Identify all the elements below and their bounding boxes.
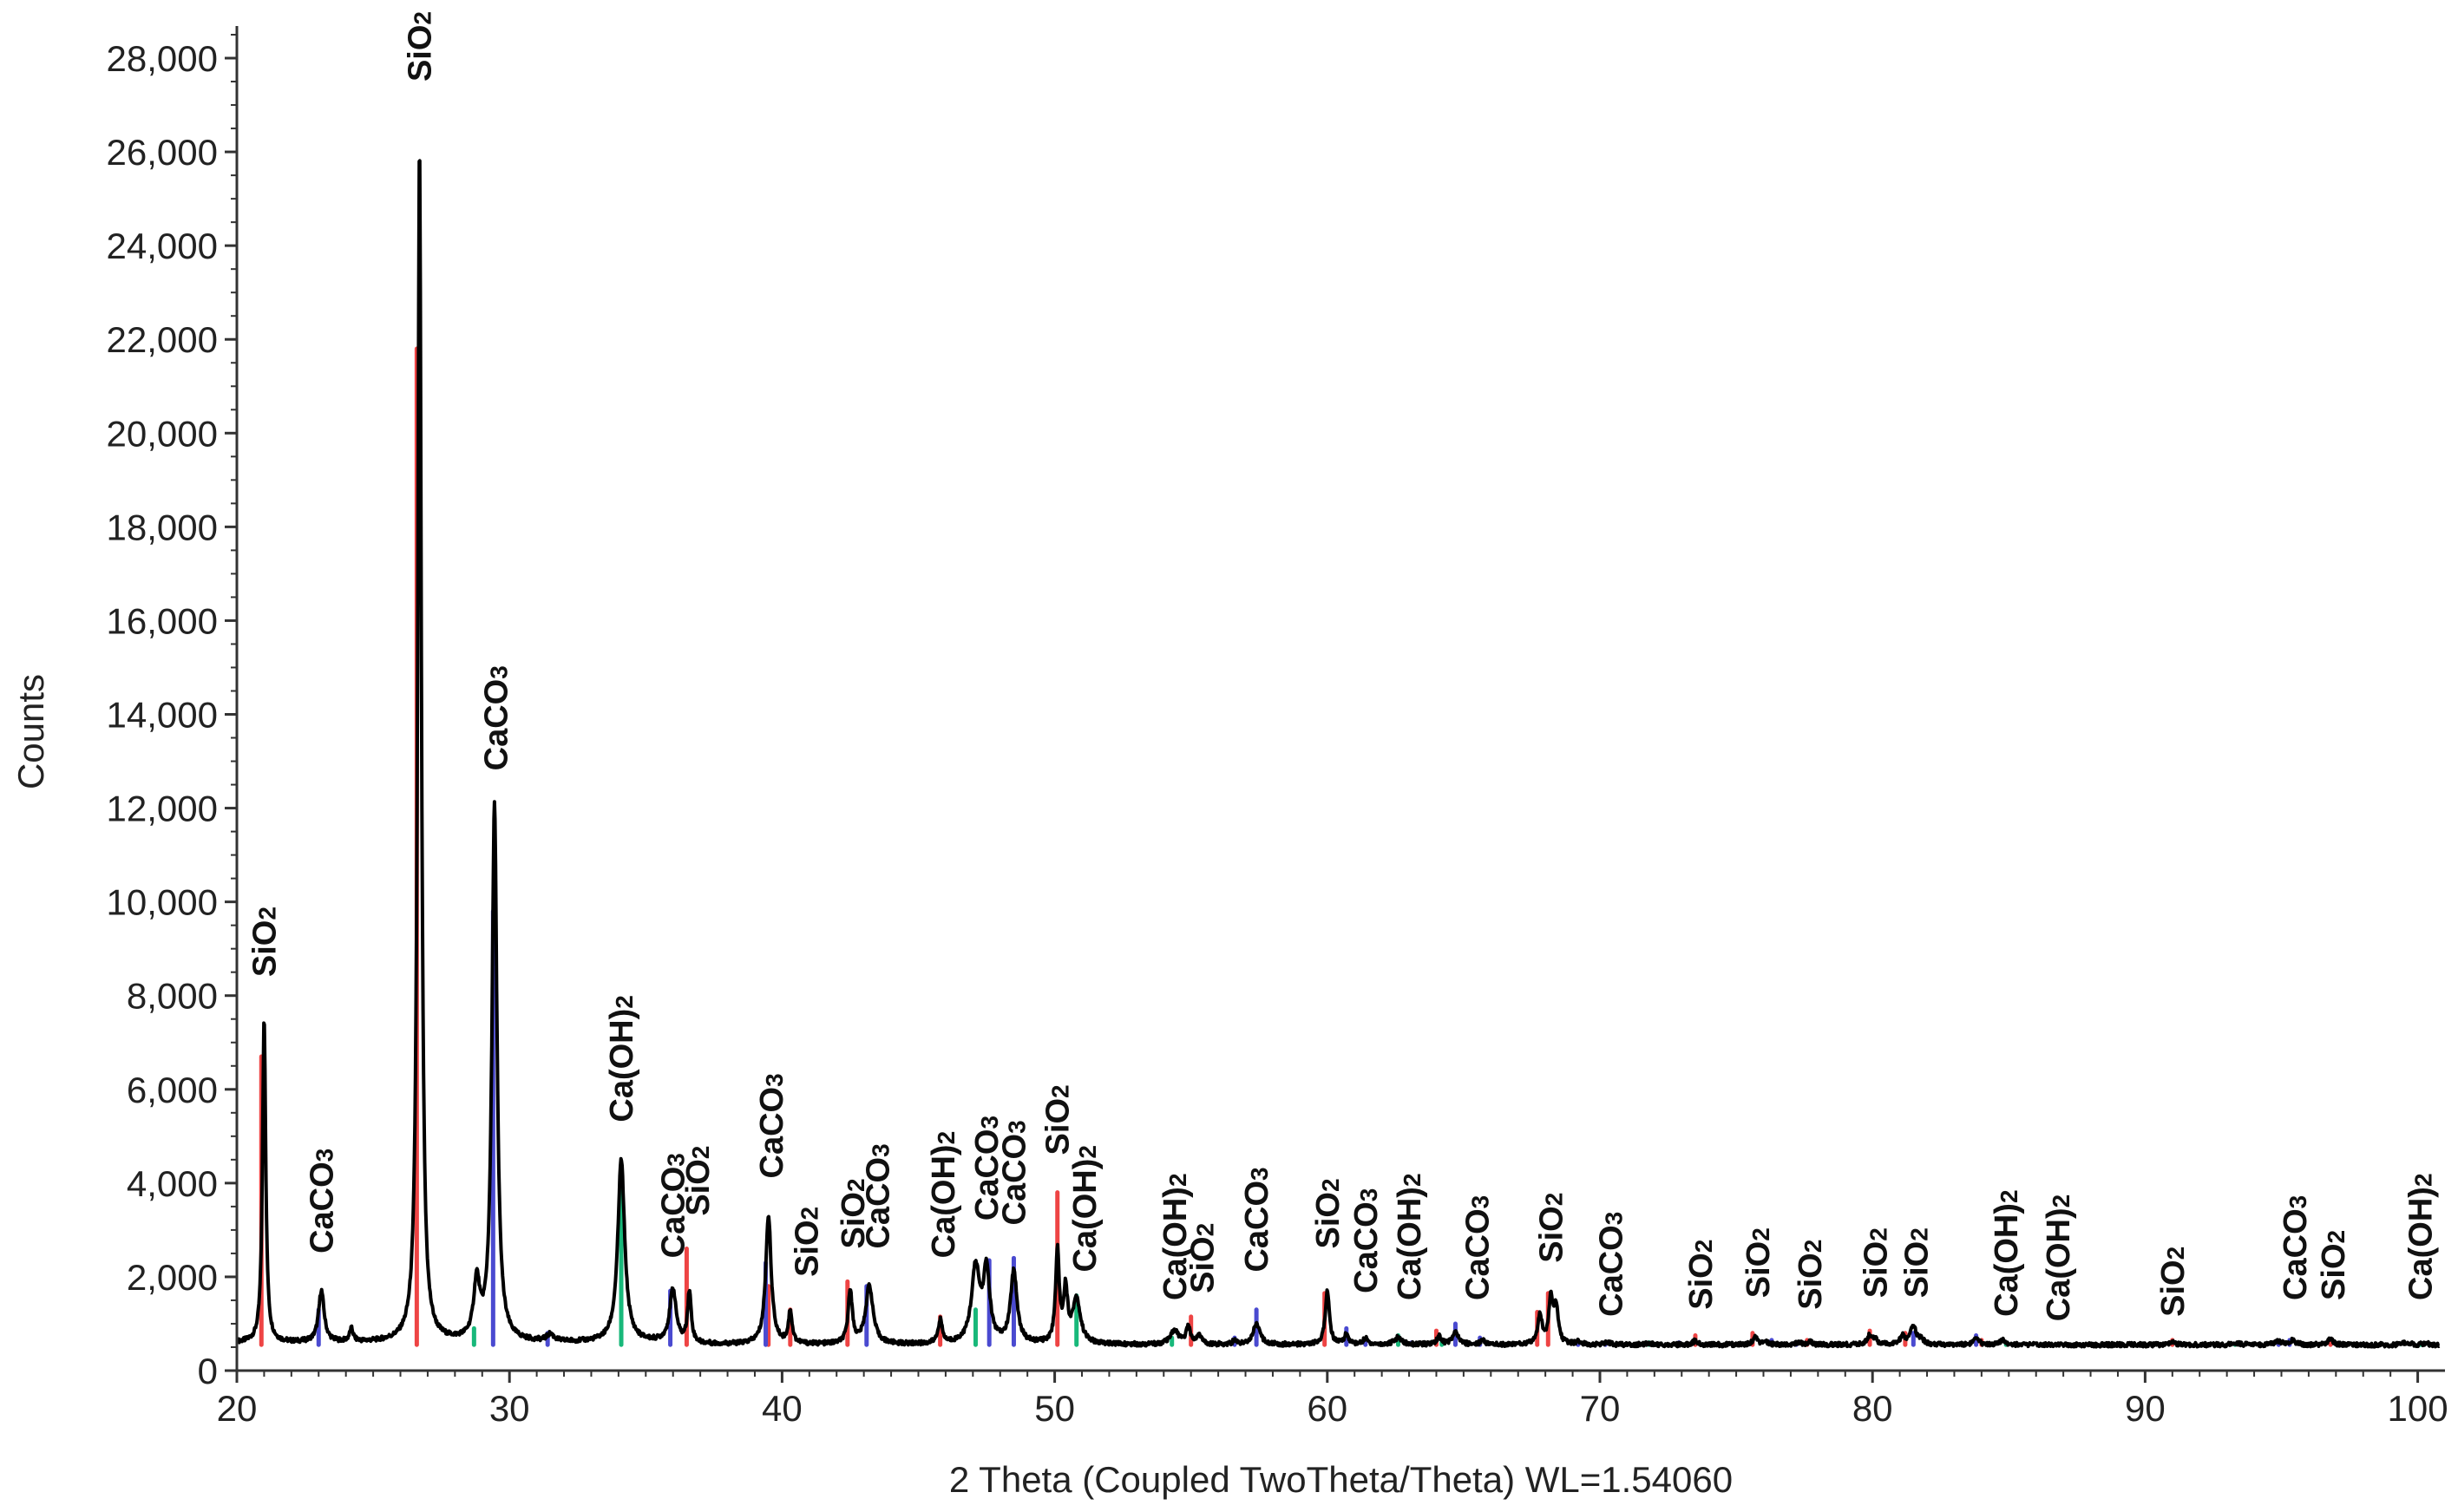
peak-label: SiO2 [2155,1247,2192,1317]
x-tick-label: 50 [1034,1388,1075,1429]
peak-label: SiO2 [1683,1240,1720,1310]
peak-label: Ca(OH)2 [604,995,640,1122]
peak-label: Ca(OH)2 [2403,1173,2440,1299]
y-tick-label: 10,000 [107,882,218,923]
peak-label: Ca(OH)2 [1067,1145,1104,1272]
peak-label: SiO2 [1898,1227,1935,1298]
peak-label: Ca(OH)2 [926,1131,962,1258]
peak-label: CaCO3 [2278,1195,2314,1300]
x-tick-label: 20 [217,1388,258,1429]
y-tick-label: 2,000 [127,1257,218,1298]
x-axis-title: 2 Theta (Coupled TwoTheta/Theta) WL=1.54… [949,1459,1733,1500]
peak-label: CaCO3 [1239,1167,1275,1272]
peak-label: CaCO3 [1460,1195,1497,1300]
peak-label: CaCO3 [478,665,515,770]
x-tick-label: 60 [1307,1388,1347,1429]
peak-label: SiO2 [836,1178,872,1248]
peak-label: CaCO3 [1594,1212,1630,1317]
y-tick-label: 6,000 [127,1070,218,1110]
peak-label: SiO2 [2316,1230,2352,1300]
x-tick-label: 40 [762,1388,803,1429]
peak-label: CaCO3 [860,1143,896,1248]
y-tick-label: 20,000 [107,413,218,454]
y-tick-label: 18,000 [107,507,218,547]
peak-label: CaCO3 [754,1073,790,1178]
peak-label: SiO2 [1740,1227,1777,1298]
peak-label: CaCO3 [996,1120,1032,1225]
y-tick-label: 24,000 [107,226,218,266]
peak-label: SiO2 [1310,1178,1347,1248]
peak-label: Ca(OH)2 [1157,1173,1194,1299]
peak-label: CaCO3 [969,1116,1006,1221]
x-tick-label: 90 [2125,1388,2166,1429]
peak-label: SiO2 [790,1207,826,1277]
x-tick-label: 70 [1580,1388,1621,1429]
peak-label: CaCO3 [1348,1188,1385,1293]
peak-label: SiO2 [1533,1193,1570,1263]
y-tick-label: 4,000 [127,1163,218,1204]
y-tick-label: 12,000 [107,789,218,829]
peak-label: SiO2 [1040,1084,1077,1155]
x-ticks: 20 30 40 50 60 70 80 90 100 [217,1371,2448,1429]
y-ticks: 0 2,000 4,000 6,000 8,000 10,000 12,000 14,000 1… [107,34,237,1391]
x-tick-label: 100 [2388,1388,2448,1429]
y-tick-label: 0 [198,1351,218,1391]
peak-label: Ca(OH)2 [1989,1189,2025,1316]
x-tick-label: 30 [489,1388,530,1429]
peak-label: SiO2 [680,1146,717,1216]
peak-label: SiO2 [246,907,283,977]
y-tick-label: 26,000 [107,132,218,173]
peak-label: SiO2 [1858,1227,1894,1298]
y-tick-label: 14,000 [107,695,218,736]
peak-label: SiO2 [1793,1240,1829,1310]
y-tick-label: 22,000 [107,319,218,360]
y-tick-label: 16,000 [107,600,218,641]
y-tick-label: 8,000 [127,976,218,1017]
peak-label: SiO2 [1184,1223,1221,1293]
y-tick-label: 28,000 [107,38,218,79]
xrd-pattern-line [236,159,2441,1349]
peak-label: Ca(OH)2 [1392,1173,1428,1299]
x-tick-label: 80 [1852,1388,1893,1429]
axes-layer [235,26,2445,1372]
y-axis-title: Counts [10,674,51,789]
peak-label: Ca(OH)2 [2041,1195,2077,1321]
peak-label: SiO2 [403,11,439,82]
peak-label: CaCO3 [656,1153,692,1258]
peak-label: CaCO3 [304,1149,340,1253]
